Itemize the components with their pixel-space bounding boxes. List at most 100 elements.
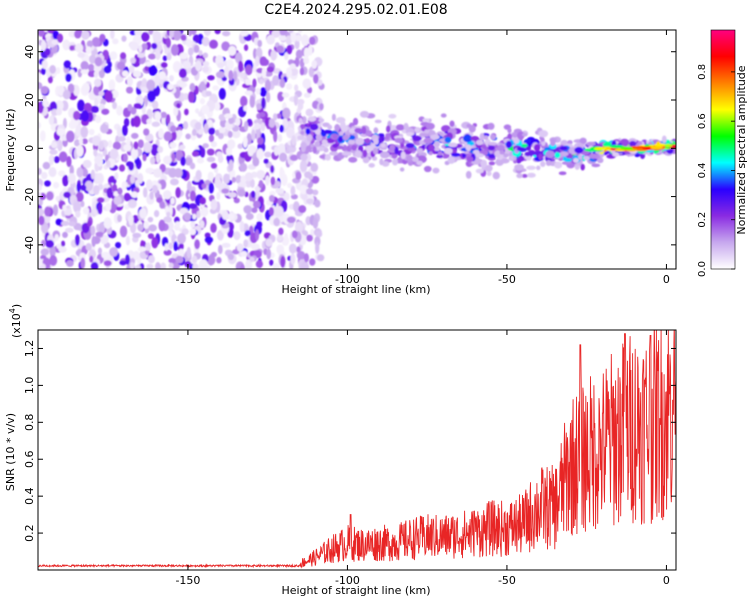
noise-cell — [244, 90, 253, 96]
ridge-cell — [339, 131, 344, 137]
ridge-cell — [329, 151, 338, 156]
noise-cell — [121, 70, 129, 77]
figure-title: C2E4.2024.295.02.01.E08 — [264, 2, 447, 18]
noise-cell — [290, 31, 297, 43]
noise-cell — [206, 255, 216, 266]
noise-cell — [52, 181, 60, 189]
noise-cell — [206, 148, 215, 156]
noise-cell — [175, 221, 181, 227]
noise-cell — [149, 156, 156, 165]
noise-cell — [82, 82, 91, 94]
snr-multiplier-base: (x10 — [10, 313, 23, 338]
noise-cell — [257, 39, 263, 48]
noise-cell — [236, 243, 244, 252]
ridge-cell — [359, 110, 370, 118]
ridge-cell — [512, 150, 522, 157]
ridge-cell — [332, 133, 338, 139]
ridge-cell — [484, 164, 493, 172]
ridge-cell — [321, 139, 328, 145]
noise-cell — [112, 101, 117, 110]
noise-cell — [187, 91, 195, 103]
noise-cell — [191, 255, 198, 264]
ridge-cell — [351, 144, 357, 151]
noise-cell — [81, 138, 88, 145]
ridge-cell — [419, 132, 429, 137]
noise-cell — [272, 263, 281, 269]
noise-cell — [62, 204, 67, 212]
noise-cell — [170, 44, 179, 56]
ridge-cell — [461, 153, 467, 158]
ridge-peak-cell — [629, 145, 643, 150]
noise-cell — [90, 261, 99, 269]
noise-cell — [207, 171, 214, 182]
ridge-cell — [389, 144, 396, 151]
ridge-peak-cell — [650, 146, 664, 150]
noise-cell — [160, 111, 167, 119]
noise-cell — [148, 30, 154, 35]
colorbar: 0.0 0.2 0.4 0.6 0.8 Normalized spectral ampl… — [697, 29, 748, 277]
ridge-cell — [492, 171, 500, 180]
noise-cell — [143, 221, 150, 229]
ridge-cell — [332, 143, 339, 148]
noise-cell — [81, 168, 89, 177]
noise-cell — [38, 191, 42, 198]
ridge-peak-cell — [654, 143, 667, 147]
noise-cell — [69, 45, 75, 51]
noise-cell — [40, 221, 49, 234]
noise-cell — [182, 92, 190, 101]
noise-cell — [153, 210, 160, 218]
ridge-cell — [559, 146, 569, 151]
noise-cell — [38, 101, 43, 113]
ridge-cell — [315, 133, 323, 142]
noise-cell — [89, 54, 96, 64]
spectrogram-ylabel: Frequency (Hz) — [4, 109, 17, 192]
snr-xtick-label: -50 — [498, 574, 516, 587]
noise-cell — [242, 136, 248, 149]
noise-cell — [163, 155, 172, 165]
ridge-cell — [568, 153, 573, 160]
ridge-cell — [416, 160, 423, 166]
ridge-cell — [400, 151, 406, 160]
noise-cell — [149, 191, 154, 200]
noise-cell — [252, 78, 257, 88]
noise-cell — [41, 59, 48, 70]
ridge-cell — [388, 113, 397, 119]
noise-cell — [190, 221, 196, 229]
noise-cell — [45, 239, 54, 248]
ridge-cell — [416, 148, 424, 154]
noise-cell — [80, 257, 86, 269]
noise-cell — [240, 95, 248, 107]
noise-cell — [82, 206, 90, 215]
noise-cell — [68, 121, 77, 130]
noise-cell — [99, 98, 107, 106]
noise-cell — [38, 258, 43, 267]
noise-cell — [50, 141, 58, 149]
noise-cell — [121, 181, 127, 191]
ridge-cell — [423, 137, 434, 144]
noise-cell — [182, 60, 192, 69]
ridge-cell — [619, 138, 630, 147]
ridge-cell — [486, 171, 492, 177]
noise-cell — [151, 184, 158, 194]
noise-cell — [175, 187, 181, 199]
ridge-cell — [509, 155, 514, 161]
noise-cell — [126, 76, 134, 87]
noise-cell — [91, 235, 96, 248]
noise-cell — [166, 52, 172, 61]
noise-cell — [116, 61, 126, 70]
noise-cell — [255, 188, 260, 200]
noise-cell — [147, 255, 155, 264]
noise-cell — [175, 255, 184, 264]
colorbar-tick-label: 0.2 — [697, 212, 708, 228]
noise-cell — [210, 251, 217, 258]
noise-cell — [259, 112, 266, 118]
noise-cell — [295, 34, 302, 42]
ridge-cell — [307, 116, 317, 122]
ridge-cell — [503, 153, 509, 158]
noise-cell — [160, 62, 168, 68]
noise-cell — [245, 259, 253, 269]
noise-cell — [155, 49, 161, 60]
noise-cell — [192, 213, 197, 220]
noise-cell — [202, 143, 209, 149]
ridge-cell — [533, 144, 541, 152]
